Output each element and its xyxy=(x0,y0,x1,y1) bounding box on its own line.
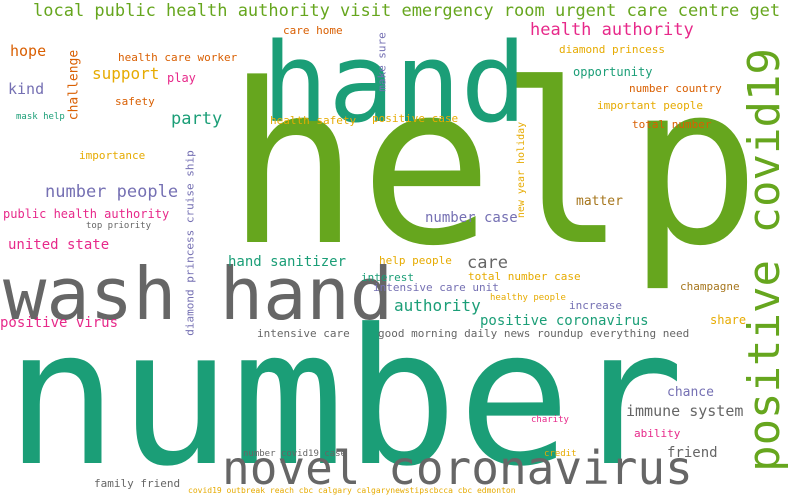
word-positive-case: positive case xyxy=(372,112,459,125)
word-health-safety: health safety xyxy=(270,114,357,127)
word-kind: kind xyxy=(8,80,45,98)
word-number-people: number people xyxy=(45,182,179,202)
word-ability: ability xyxy=(634,427,681,440)
word-importance: importance xyxy=(79,149,146,162)
word-positive-coronavirus: positive coronavirus xyxy=(480,313,649,329)
word-number: number xyxy=(5,289,685,500)
word-local-public-health-authority: local public health authority visit emer… xyxy=(33,1,781,21)
word-party: party xyxy=(171,109,223,129)
word-united-state: united state xyxy=(8,237,110,253)
word-share: share xyxy=(710,313,747,327)
word-healthy-people: healthy people xyxy=(490,293,566,303)
word-authority: authority xyxy=(394,296,481,315)
word-diamond-princess-cruise-ship: diamond princess cruise ship xyxy=(183,150,197,336)
word-help: help xyxy=(226,37,761,295)
word-diamond-princess: diamond princess xyxy=(559,43,665,56)
word-top-priority: top priority xyxy=(86,221,152,231)
word-positive-virus: positive virus xyxy=(0,315,119,331)
word-number-covid19-case: number covid19 case xyxy=(243,449,346,459)
word-care: care xyxy=(467,253,508,273)
word-new-year-holiday: new year holiday xyxy=(516,121,527,219)
word-help-people: help people xyxy=(379,254,452,267)
word-hand: hand xyxy=(262,19,527,147)
word-interest: interest xyxy=(361,271,414,284)
word-number-country: number country xyxy=(629,82,722,95)
word-champagne: champagne xyxy=(680,280,740,293)
word-total-number: total number xyxy=(632,118,712,131)
word-immune-system: immune system xyxy=(626,402,744,420)
word-health-authority: health authority xyxy=(530,20,694,40)
word-family-friend: family friend xyxy=(94,477,181,490)
word-number-case: number case xyxy=(425,210,518,226)
word-safety: safety xyxy=(115,95,155,108)
word-increase: increase xyxy=(569,299,622,312)
word-wash-hand: wash hand xyxy=(3,252,394,336)
word-good-morning-daily-news: good morning daily news roundup everythi… xyxy=(378,327,690,340)
word-positive-covid19: positive covid19 xyxy=(739,48,790,472)
word-credit: credit xyxy=(544,449,577,459)
word-play: play xyxy=(167,71,196,85)
word-novel-coronavirus: novel coronavirus xyxy=(222,441,693,495)
word-support: support xyxy=(92,64,160,83)
word-health-care-worker: health care worker xyxy=(118,51,238,64)
word-charity: charity xyxy=(531,415,569,425)
word-mask-help: mask help xyxy=(16,112,65,122)
word-chance: chance xyxy=(667,385,714,400)
word-public-health-authority: public health authority xyxy=(3,207,170,221)
word-friend: friend xyxy=(667,445,718,461)
word-hand-sanitizer: hand sanitizer xyxy=(228,254,347,270)
word-intensive-care: intensive care xyxy=(257,327,350,340)
word-intensive-care-unit: intensive care unit xyxy=(373,281,499,294)
word-hope: hope xyxy=(10,42,47,60)
word-matter: matter xyxy=(576,194,623,209)
word-challenge: challenge xyxy=(66,49,82,121)
word-opportunity: opportunity xyxy=(573,65,653,79)
word-total-number-case: total number case xyxy=(468,270,581,283)
word-make-sure: make sure xyxy=(375,32,389,92)
word-care-home: care home xyxy=(283,24,343,37)
word-covid19-outbreak-reach-cbc-calgary: covid19 outbreak reach cbc calgary calga… xyxy=(188,486,516,495)
word-important-people: important people xyxy=(597,99,703,112)
